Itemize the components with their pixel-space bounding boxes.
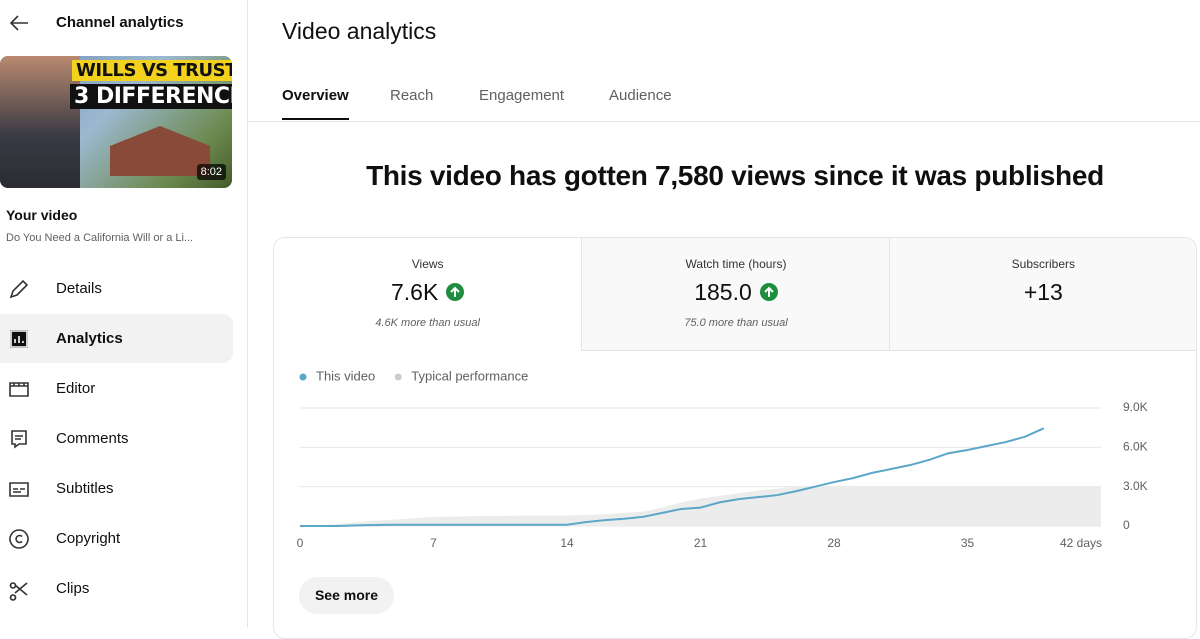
- tab[interactable]: Audience: [609, 87, 672, 104]
- x-tick-label: 0: [297, 536, 304, 550]
- metric-value: 185.0: [694, 279, 752, 305]
- metric-label: Watch time (hours): [685, 257, 787, 271]
- metric-card[interactable]: Views 7.6K 4.6K more than usual: [274, 238, 582, 350]
- metric-note: 4.6K more than usual: [375, 317, 480, 329]
- y-tick-label: 6.0K: [1123, 440, 1148, 454]
- nav-icon: [10, 330, 28, 348]
- video-title: Do You Need a California Will or a Li...: [6, 232, 194, 244]
- icon: [9, 382, 29, 397]
- headline: This video has gotten 7,580 views since …: [366, 160, 1104, 191]
- metric-label: Views: [411, 257, 444, 271]
- metric-value-row: +13: [890, 279, 1196, 306]
- y-tick-label: 9.0K: [1123, 400, 1148, 414]
- nav-icon: [9, 582, 28, 601]
- y-tick-label: 0: [1123, 518, 1130, 532]
- metrics-panel: Views 7.6K 4.6K more than usual Watch time …: [273, 237, 1197, 639]
- your-video: Your video: [6, 207, 78, 223]
- page-title: Video analytics: [282, 18, 437, 44]
- tab-divider: [248, 121, 1200, 122]
- metric-value-row: 7.6K: [274, 279, 581, 306]
- nav-active-bg: [0, 314, 233, 363]
- metric-value-row: 185.0: [582, 279, 889, 306]
- duration: 8:02: [196, 164, 226, 180]
- metric-card[interactable]: Watch time (hours) 185.0 75.0 more than us…: [581, 238, 890, 351]
- see-more-button[interactable]: See more: [299, 577, 394, 614]
- metric-label: Subscribers: [1011, 257, 1075, 271]
- tab[interactable]: Engagement: [479, 87, 565, 104]
- metric-value: +13: [1023, 279, 1063, 305]
- thumb-line2: 3 DIFFERENCES: [70, 84, 232, 109]
- nav-icon: [9, 382, 29, 397]
- x-tick-label: 7: [430, 536, 437, 550]
- legend-label: This video: [316, 368, 375, 383]
- icon: [764, 286, 774, 297]
- nav-item[interactable]: Editor: [56, 380, 96, 397]
- icon: [9, 529, 29, 549]
- x-tick-label: 35: [961, 536, 975, 550]
- icon: [11, 430, 27, 449]
- nav-item[interactable]: Clips: [56, 580, 90, 597]
- back-title: Channel analytics: [56, 14, 184, 31]
- icon: [10, 330, 28, 348]
- icon: [9, 482, 29, 497]
- nav-icon: [9, 279, 29, 299]
- legend-marker: [299, 373, 307, 381]
- tab[interactable]: Overview: [282, 87, 349, 104]
- metric-card[interactable]: Subscribers +13: [888, 238, 1196, 351]
- nav-item[interactable]: Subtitles: [56, 480, 114, 497]
- line: [300, 427, 1045, 527]
- legend-marker: [394, 373, 402, 381]
- y-tick-label: 3.0K: [1123, 479, 1148, 493]
- chart: 0 3.0K 6.0K 9.0K 0 7 14 21 28 35 42 days This video…: [297, 368, 1148, 550]
- x-tick-label: 42 days: [1060, 536, 1102, 550]
- nav-item[interactable]: Analytics: [56, 330, 123, 347]
- metric-note: 75.0 more than usual: [684, 317, 788, 329]
- nav-icon: [9, 529, 29, 549]
- icon: [9, 582, 28, 601]
- legend-label: Typical performance: [411, 368, 528, 383]
- nav-item[interactable]: Comments: [56, 430, 129, 447]
- metric-value: 7.6K: [391, 279, 439, 305]
- tab-underline: [282, 118, 349, 120]
- icon: [450, 286, 461, 297]
- nav-icon: [9, 482, 29, 497]
- nav-icon: [11, 430, 27, 449]
- tab[interactable]: Reach: [390, 87, 434, 104]
- icon: [9, 279, 29, 299]
- back-arrow[interactable]: [8, 12, 32, 34]
- typical-area: [300, 486, 1101, 526]
- thumb-line1: WILLS VS TRUSTS: [72, 60, 232, 81]
- nav-item[interactable]: Copyright: [56, 530, 121, 547]
- x-tick-label: 28: [827, 536, 841, 550]
- x-tick-label: 21: [694, 536, 708, 550]
- up-icon: [759, 283, 778, 301]
- nav-item[interactable]: Details: [56, 280, 102, 297]
- sidebar: Channel analytics WILLS VS TRUSTS 3 DIFF…: [0, 0, 248, 627]
- up-icon: [446, 283, 465, 301]
- thumbnail[interactable]: WILLS VS TRUSTS 3 DIFFERENCES 8:02: [0, 56, 232, 188]
- x-tick-label: 14: [560, 536, 574, 550]
